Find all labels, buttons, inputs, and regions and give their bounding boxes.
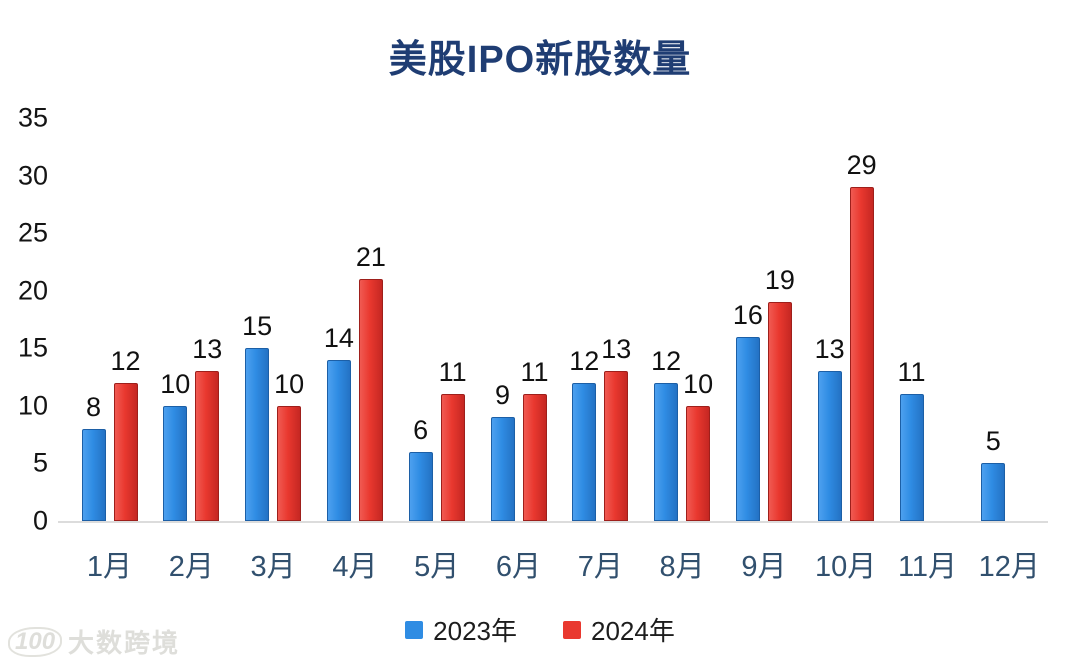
- watermark-text: 大数跨境: [68, 628, 181, 658]
- x-axis-label: 4月: [332, 551, 378, 583]
- x-axis-label: 12月: [978, 551, 1040, 583]
- bar-value-label: 6: [413, 415, 429, 445]
- bar-value-label: 13: [192, 334, 223, 364]
- legend-label: 2023年: [433, 616, 517, 646]
- y-axis-label: 35: [17, 102, 48, 133]
- bar-group-9月: 16 19 9月: [733, 118, 795, 583]
- bar-2023年-12月: [981, 463, 1006, 521]
- bar-2024年-4月: [358, 279, 383, 521]
- bar-group-11月: 11 11月: [897, 118, 957, 583]
- x-axis-label: 7月: [577, 551, 623, 583]
- bar-2024年-7月: [604, 371, 629, 521]
- bar-value-label: 16: [732, 300, 763, 330]
- chart-legend: 2023年 2024年: [0, 611, 1080, 648]
- bar-2024年-1月: [113, 383, 138, 521]
- bar-value-label: 11: [897, 357, 926, 387]
- x-axis-label: 1月: [86, 551, 133, 583]
- bar-2024年-10月: [849, 187, 874, 521]
- legend-item-2024年: 2024年: [563, 611, 675, 648]
- bar-2023年-3月: [245, 348, 270, 521]
- bar-value-label: 15: [242, 311, 273, 341]
- y-axis-label: 5: [32, 447, 48, 478]
- y-axis-label: 0: [32, 505, 48, 536]
- bar-2024年-2月: [195, 371, 220, 521]
- bar-value-label: 11: [520, 357, 549, 387]
- bar-value-label: 11: [438, 357, 467, 387]
- bar-2023年-6月: [490, 417, 515, 521]
- bar-group-6月: 9 11 6月: [490, 118, 549, 583]
- bar-value-label: 12: [569, 346, 600, 376]
- bar-2023年-7月: [572, 383, 597, 521]
- bar-group-5月: 6 11 5月: [408, 118, 467, 583]
- y-axis-label: 25: [17, 217, 48, 248]
- bar-value-label: 12: [110, 346, 141, 376]
- x-axis-label: 8月: [659, 551, 705, 583]
- bar-value-label: 21: [355, 242, 386, 272]
- bar-value-label: 8: [85, 392, 102, 422]
- bar-group-4月: 14 21 4月: [324, 118, 386, 583]
- y-axis-label: 15: [17, 332, 48, 363]
- bar-2023年-11月: [899, 394, 924, 521]
- bar-2024年-5月: [440, 394, 465, 521]
- bar-value-label: 5: [985, 426, 1001, 456]
- legend-swatch-icon: [563, 620, 581, 639]
- bar-2023年-9月: [735, 337, 760, 521]
- x-axis-label: 2月: [168, 551, 214, 583]
- y-axis-label: 30: [17, 160, 48, 191]
- legend-label: 2024年: [591, 616, 675, 646]
- bar-value-label: 9: [494, 380, 511, 410]
- x-axis-label: 11月: [897, 551, 958, 583]
- x-axis-label: 5月: [414, 551, 460, 583]
- bar-2024年-8月: [686, 406, 711, 521]
- bar-2023年-1月: [81, 429, 106, 521]
- bar-2023年-4月: [326, 360, 351, 521]
- bar-2023年-5月: [408, 452, 433, 521]
- bar-group-3月: 15 10 3月: [242, 118, 304, 583]
- legend-swatch-icon: [405, 620, 424, 639]
- bar-2023年-2月: [163, 406, 188, 521]
- x-axis-label: 10月: [815, 551, 877, 583]
- bar-value-label: 19: [764, 265, 795, 295]
- bar-value-label: 10: [274, 369, 305, 399]
- bar-group-8月: 12 10 8月: [651, 118, 713, 583]
- bar-group-10月: 13 29 10月: [815, 118, 877, 583]
- bar-group-2月: 10 13 2月: [160, 118, 222, 583]
- bar-value-label: 12: [651, 346, 682, 376]
- bar-group-1月: 8 12 1月: [81, 118, 141, 583]
- bar-2023年-8月: [654, 383, 679, 521]
- bar-value-label: 10: [160, 369, 191, 399]
- bar-2023年-10月: [817, 371, 842, 521]
- bar-group-7月: 12 13 7月: [569, 118, 631, 583]
- bar-2024年-3月: [277, 406, 302, 521]
- bar-2024年-6月: [522, 394, 547, 521]
- watermark-logo-icon: 100: [8, 626, 63, 657]
- bar-value-label: 13: [814, 334, 845, 364]
- chart-title: 美股IPO新股数量: [388, 39, 692, 81]
- x-axis-label: 9月: [741, 551, 787, 583]
- bar-value-label: 13: [601, 334, 632, 364]
- x-axis-line: [58, 521, 1048, 523]
- x-axis-label: 6月: [495, 551, 542, 583]
- y-axis-label: 10: [17, 390, 48, 421]
- bar-value-label: 29: [846, 150, 877, 180]
- bar-value-label: 14: [323, 323, 354, 353]
- y-axis-label: 20: [17, 275, 48, 306]
- watermark: 100 大数跨境: [8, 623, 180, 660]
- legend-item-2023年: 2023年: [405, 611, 517, 648]
- bar-2024年-9月: [767, 302, 792, 521]
- bar-value-label: 10: [683, 369, 714, 399]
- bar-group-12月: 5 12月: [979, 118, 1040, 583]
- x-axis-label: 3月: [250, 551, 296, 583]
